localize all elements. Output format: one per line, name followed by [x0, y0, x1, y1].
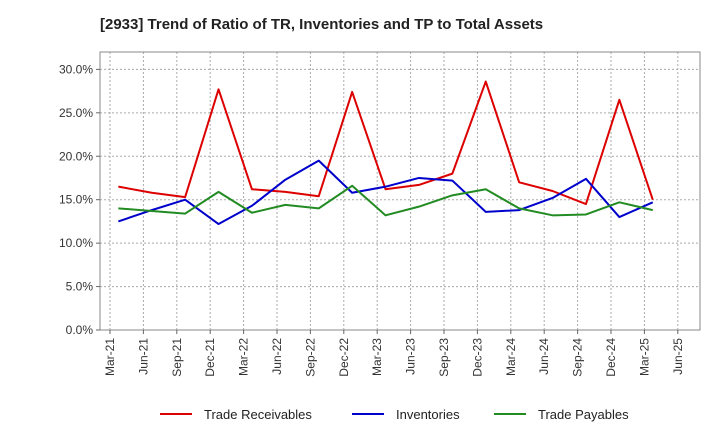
plot-area [99, 51, 701, 331]
x-tick-label: Dec-23 [470, 338, 484, 377]
y-tick-label: 0.0% [66, 323, 94, 337]
y-tick-label: 15.0% [59, 193, 93, 207]
series-line-trade-payables [118, 184, 653, 217]
x-tick-label: Jun-24 [537, 338, 551, 375]
series-layer [118, 80, 654, 226]
x-tick-label: Jun-22 [270, 338, 284, 375]
x-tick-label: Mar-22 [237, 338, 251, 376]
grid-layer [100, 52, 700, 331]
x-tick-label: Jun-23 [404, 338, 418, 375]
y-tick-label: 20.0% [59, 149, 93, 163]
y-tick-label: 5.0% [66, 280, 94, 294]
y-tick-label: 10.0% [59, 236, 93, 250]
legend-label-trade-receivables: Trade Receivables [204, 407, 312, 422]
x-tick-label: Mar-25 [637, 338, 651, 376]
chart-title: [2933] Trend of Ratio of TR, Inventories… [100, 16, 544, 33]
series-line-trade-receivables [118, 80, 654, 206]
x-tick-label: Mar-21 [103, 338, 117, 376]
x-tick-label: Mar-24 [504, 338, 518, 376]
series-line-inventories [118, 159, 654, 226]
x-tick-label: Dec-22 [337, 338, 351, 377]
x-tick-label: Sep-23 [437, 338, 451, 377]
y-axis: 0.0% 5.0% 10.0% 15.0% 20.0% 25.0% 30.0% [59, 62, 100, 337]
y-tick-label: 25.0% [59, 106, 93, 120]
x-axis: Mar-21 Jun-21 Sep-21 Dec-21 Mar-22 Jun-22 Sep-… [103, 330, 685, 377]
x-tick-label: Mar-23 [370, 338, 384, 376]
x-tick-label: Sep-24 [571, 338, 585, 377]
legend-label-inventories: Inventories [396, 407, 460, 422]
legend: Trade Receivables Inventories Trade Payabl… [160, 407, 629, 422]
legend-label-trade-payables: Trade Payables [538, 407, 629, 422]
x-tick-label: Dec-24 [604, 338, 618, 377]
y-tick-label: 30.0% [59, 62, 93, 76]
x-tick-label: Dec-21 [203, 338, 217, 377]
x-tick-label: Jun-25 [671, 338, 685, 375]
x-tick-label: Sep-22 [303, 338, 317, 377]
x-tick-label: Sep-21 [170, 338, 184, 377]
x-tick-label: Jun-21 [136, 338, 150, 375]
